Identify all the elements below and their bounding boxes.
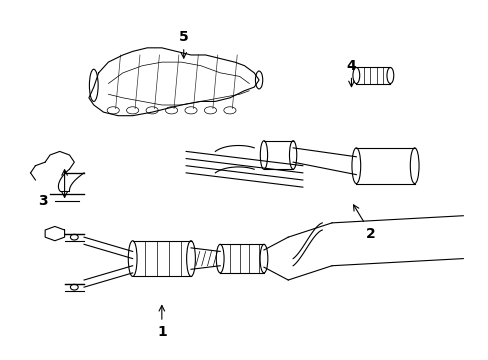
Text: 3: 3 — [38, 194, 47, 208]
Text: 5: 5 — [179, 30, 188, 58]
Ellipse shape — [216, 244, 224, 273]
Ellipse shape — [128, 241, 137, 276]
Ellipse shape — [352, 67, 359, 84]
Text: 2: 2 — [353, 205, 375, 240]
Text: 1: 1 — [157, 306, 166, 339]
Ellipse shape — [351, 148, 360, 184]
Ellipse shape — [260, 141, 267, 169]
Text: 4: 4 — [346, 59, 356, 87]
